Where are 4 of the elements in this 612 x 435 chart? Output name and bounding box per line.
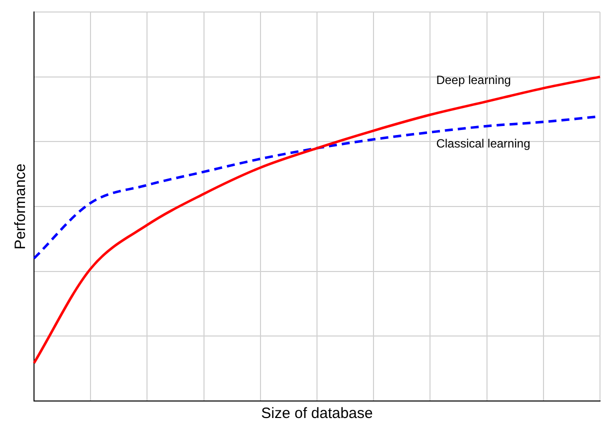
x-axis-title: Size of database [261, 405, 373, 422]
series-label: Deep learning [436, 73, 511, 88]
y-axis-title: Performance [12, 164, 30, 250]
series-label: Classical learning [436, 136, 530, 151]
